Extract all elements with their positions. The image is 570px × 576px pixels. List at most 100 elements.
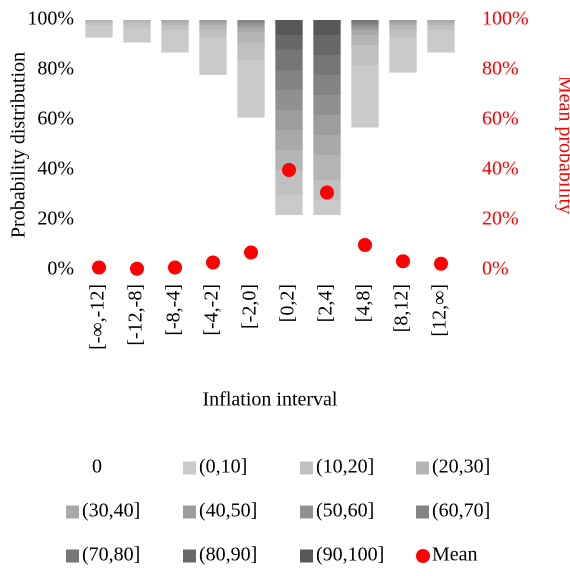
bar-segment [275, 195, 303, 215]
bar-segment [237, 25, 265, 28]
y2-tick-label: 20% [482, 208, 519, 230]
bar-segment [237, 32, 265, 43]
bar-segment [389, 22, 417, 25]
y2-tick-label: 40% [482, 158, 519, 180]
mean-point [168, 260, 182, 275]
bar-segment [389, 72, 417, 270]
bar-segment [199, 75, 227, 270]
legend-marker [183, 505, 196, 519]
y2-tick-label: 80% [482, 58, 519, 80]
bar-segment [313, 55, 341, 75]
legend-label: (0,10] [199, 456, 247, 478]
bar-segment [237, 20, 265, 23]
bar-segment [313, 135, 341, 155]
bar-segment [389, 20, 417, 23]
bar-segment [199, 22, 227, 25]
bar-segment [351, 65, 379, 128]
bar-segment [275, 90, 303, 110]
bar-segment [351, 35, 379, 45]
bar-segment [351, 45, 379, 65]
legend-label: Mean [432, 544, 478, 566]
bar-segment [199, 20, 227, 23]
legend-marker [183, 549, 196, 563]
mean-point [434, 256, 448, 271]
legend-marker [416, 505, 429, 519]
bar-segment [313, 115, 341, 135]
bar-segment [199, 25, 227, 30]
bar-segment [351, 30, 379, 35]
x-tick-label: [-12,-8] [125, 284, 147, 346]
bar-segment [275, 50, 303, 70]
x-tick-label: [2,4] [315, 284, 337, 322]
legend-label: (10,20] [316, 456, 374, 478]
y-tick-label: 0% [47, 258, 74, 280]
legend-marker [66, 505, 79, 519]
bar-segment [313, 155, 341, 180]
y2-axis-title: Mean probability [554, 76, 570, 214]
bar-segment [275, 20, 303, 35]
bar-segment [275, 150, 303, 170]
legend-label: (80,90] [199, 544, 257, 566]
bar-segment [427, 52, 455, 270]
bar-segment [275, 70, 303, 90]
bar-segment [237, 42, 265, 60]
bar-segment [313, 75, 341, 95]
legend-marker [300, 461, 313, 475]
mean-point [282, 163, 296, 177]
bar-segment [123, 20, 151, 23]
x-axis-title: Inflation interval [203, 389, 338, 411]
bar-segment [237, 60, 265, 118]
bar-segment [427, 22, 455, 25]
mean-point [206, 255, 220, 270]
legend-marker [66, 461, 79, 475]
legend-label: (90,100] [316, 544, 384, 566]
mean-point [130, 261, 144, 276]
y-axis-title: Probability distribution [8, 52, 30, 238]
mean-point [244, 245, 258, 260]
bar-segment [427, 20, 455, 23]
bar-segment [351, 27, 379, 30]
x-tick-label: [-8,-4] [163, 284, 185, 336]
x-tick-label: [12,∞] [429, 284, 451, 337]
bar-segment [161, 30, 189, 53]
bar-segment [85, 20, 113, 23]
legend-label: (20,30] [432, 456, 490, 478]
y2-tick-label: 0% [482, 258, 509, 280]
bar-segment [161, 52, 189, 270]
y2-tick-label: 60% [482, 108, 519, 130]
bar-segment [85, 37, 113, 270]
x-tick-label: [8,12] [391, 284, 413, 332]
x-tick-label: [-2,0] [239, 284, 261, 329]
bar-segment [275, 130, 303, 150]
legend-marker [300, 505, 313, 519]
y-tick-label: 40% [37, 158, 74, 180]
legend-marker [183, 461, 196, 475]
x-tick-label: [4,8] [353, 284, 375, 322]
bar-segment [161, 22, 189, 25]
bar-segment [275, 35, 303, 50]
bar-segment [123, 27, 151, 43]
x-tick-label: [-∞,-12] [87, 284, 109, 350]
legend-label: (50,60] [316, 500, 374, 522]
bar-segment [351, 25, 379, 28]
y2-tick-label: 100% [482, 8, 529, 30]
bar-segment [427, 30, 455, 53]
bar-segment [161, 25, 189, 30]
bar-segment [123, 42, 151, 270]
legend-marker [416, 549, 430, 563]
legend-label: (60,70] [432, 500, 490, 522]
bar-segment [389, 25, 417, 30]
bar-segment [351, 20, 379, 23]
bar-segment [199, 30, 227, 38]
bar-segment [313, 200, 341, 215]
legend-marker [416, 461, 429, 475]
y-tick-label: 80% [37, 58, 74, 80]
bar-segment [275, 110, 303, 130]
y-tick-label: 20% [37, 208, 74, 230]
bar-segment [237, 22, 265, 25]
legend-marker [300, 549, 313, 563]
bar-segment [313, 35, 341, 55]
bar-segment [313, 95, 341, 115]
